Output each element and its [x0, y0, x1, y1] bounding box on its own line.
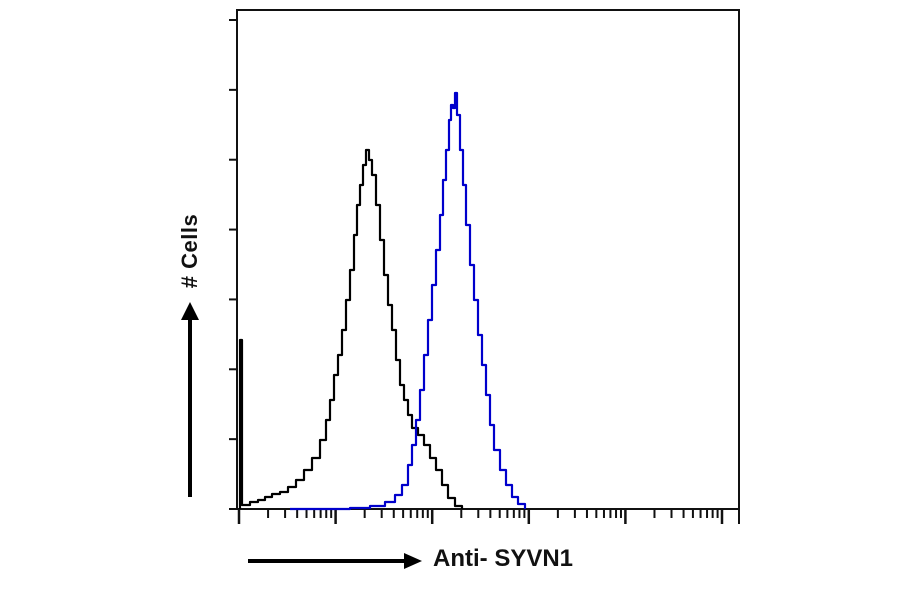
control-histogram-line [238, 148, 464, 509]
histogram-series [238, 91, 527, 511]
x-axis-ticks [237, 509, 740, 524]
syvn1-histogram-line [290, 91, 527, 511]
y-axis-label: # Cells [172, 196, 208, 306]
x-axis-label: Anti- SYVN1 [433, 545, 574, 572]
y-axis-label-text: # Cells [177, 213, 202, 289]
x-axis-arrow [248, 553, 422, 569]
y-axis-ticks [229, 19, 237, 510]
plot-frame [236, 9, 740, 510]
y-axis-arrow [181, 302, 199, 497]
